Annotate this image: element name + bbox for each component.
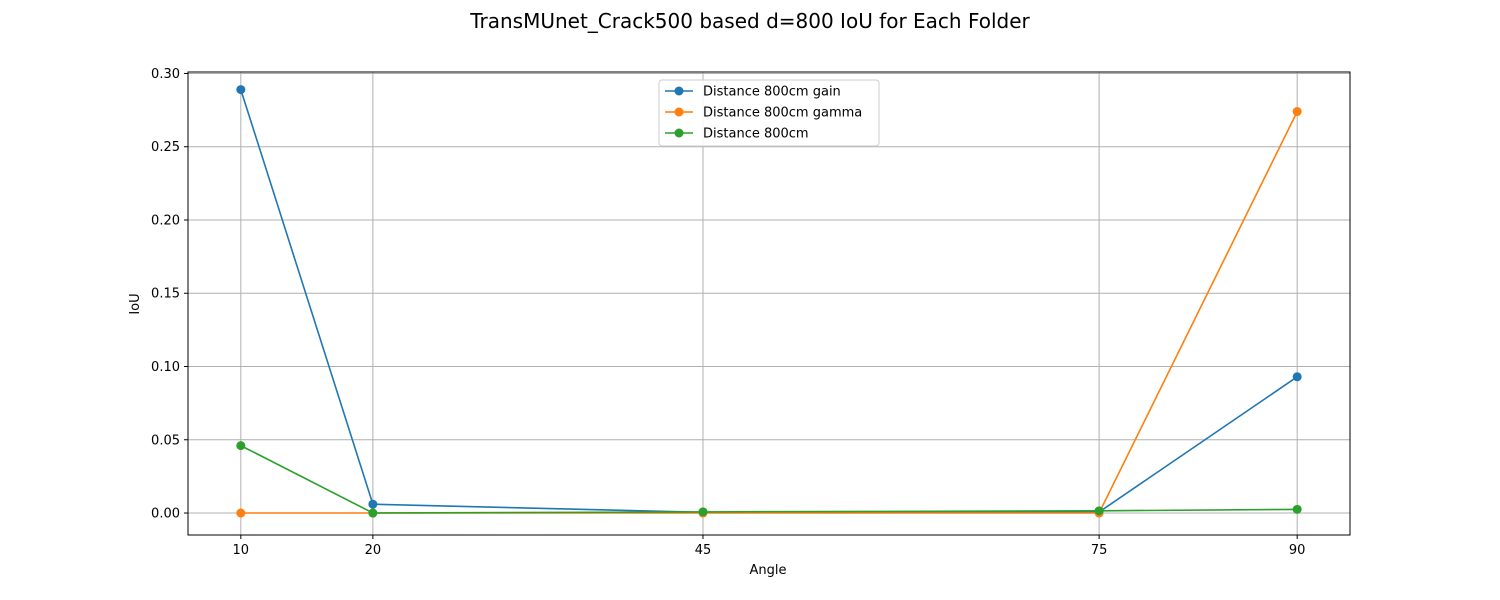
series-line <box>240 89 1298 514</box>
data-point <box>1094 506 1104 516</box>
y-tick-label: 0.05 <box>151 433 180 448</box>
data-point <box>698 507 708 517</box>
x-tick-label: 45 <box>695 543 712 558</box>
y-tick-label: 0.30 <box>151 67 180 82</box>
legend-label: Distance 800cm gain <box>703 85 841 100</box>
x-axis-label: Angle <box>750 563 787 578</box>
x-tick-label: 75 <box>1091 543 1108 558</box>
data-point <box>236 508 246 518</box>
y-tick-label: 0.25 <box>151 140 180 155</box>
data-point <box>1292 504 1302 514</box>
legend-item-1: Distance 800cm gamma <box>665 106 862 121</box>
series-2 <box>236 441 1302 518</box>
y-tick-label: 0.00 <box>151 507 180 522</box>
legend-label: Distance 800cm gamma <box>703 106 862 121</box>
legend-box <box>658 79 880 147</box>
x-tick-label: 10 <box>233 543 250 558</box>
x-tick-label: 20 <box>365 543 382 558</box>
legend-marker <box>674 107 684 117</box>
data-point <box>368 499 378 509</box>
data-point <box>368 508 378 518</box>
y-axis-label: IoU <box>128 293 143 314</box>
legend-marker <box>674 128 684 138</box>
legend: Distance 800cm gain Distance 800cm gamma D… <box>658 79 880 147</box>
legend-label: Distance 800cm <box>703 127 809 142</box>
series-0 <box>236 85 1302 517</box>
axes: 10 20 45 75 90 0.00 0.05 0.10 0.15 0.20 0.25 0.30 <box>151 67 1351 558</box>
series-line <box>240 111 1298 514</box>
y-tick-label: 0.20 <box>151 213 180 228</box>
y-tick-label: 0.15 <box>151 287 180 302</box>
data-point <box>236 441 246 451</box>
data-point <box>236 85 246 95</box>
plot-frame <box>187 71 1351 536</box>
legend-marker <box>674 86 684 96</box>
series-1 <box>236 107 1302 518</box>
data-point <box>1292 107 1302 117</box>
x-tick-label: 90 <box>1289 543 1306 558</box>
chart-title: TransMUnet_Crack500 based d=800 IoU for … <box>469 9 1030 33</box>
series-line <box>240 444 1298 514</box>
legend-item-2: Distance 800cm <box>665 127 809 142</box>
series <box>236 85 1302 518</box>
data-point <box>1292 372 1302 382</box>
y-tick-label: 0.10 <box>151 360 180 375</box>
legend-item-0: Distance 800cm gain <box>665 85 841 100</box>
